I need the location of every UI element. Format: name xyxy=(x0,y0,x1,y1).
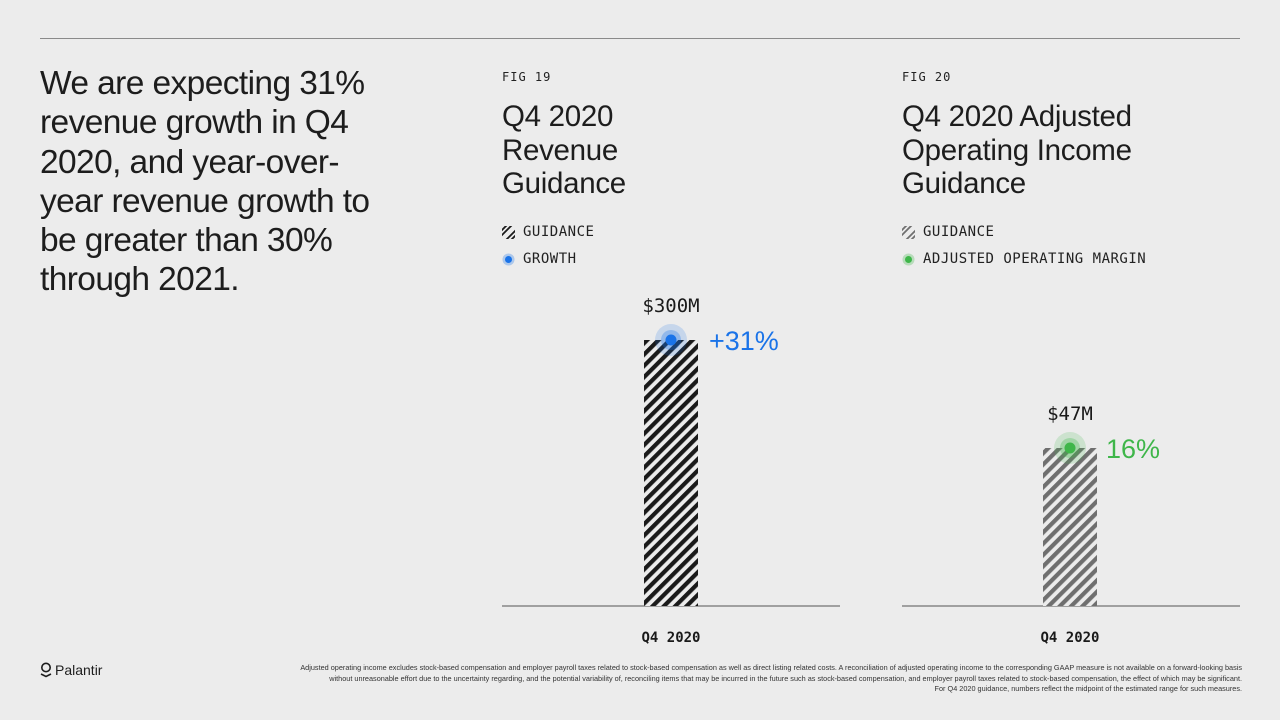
bar-guidance xyxy=(1043,448,1097,606)
fig20-header: FIG 20 Q4 2020 Adjusted Operating Income… xyxy=(902,70,1242,273)
fig20-title-line: Guidance xyxy=(902,167,1026,200)
logo-text: Palantir xyxy=(55,662,103,678)
marker-label: +31% xyxy=(709,326,779,356)
legend-item-margin: ADJUSTED OPERATING MARGIN xyxy=(902,246,1242,273)
legend-label: ADJUSTED OPERATING MARGIN xyxy=(923,251,1147,267)
fig19-title-line: Guidance xyxy=(502,167,626,200)
footnote-line: without unreasonable effort due to the u… xyxy=(329,673,1242,683)
top-divider xyxy=(40,38,1240,39)
bar-guidance xyxy=(644,340,698,606)
blue-dot-icon xyxy=(502,253,515,265)
legend-label: GUIDANCE xyxy=(923,224,995,240)
marker-label: 16% xyxy=(1106,434,1160,464)
legend-item-growth: GROWTH xyxy=(502,246,842,273)
footnote: Adjusted operating income excludes stock… xyxy=(120,663,1242,695)
fig20-label: FIG 20 xyxy=(902,70,952,84)
fig19-title: Q4 2020 Revenue Guidance xyxy=(502,100,842,201)
x-tick-label: Q4 2020 xyxy=(641,630,700,646)
fig19-title-line: Revenue xyxy=(502,133,618,167)
fig20-title-line: Operating Income xyxy=(902,133,1132,167)
bar-value-label: $47M xyxy=(1047,403,1093,425)
legend-item-guidance: GUIDANCE xyxy=(502,219,842,246)
hatched-square-icon xyxy=(502,225,515,239)
footnote-line: Adjusted operating income excludes stock… xyxy=(300,663,1242,672)
marker-point xyxy=(665,334,677,346)
legend-item-guidance: GUIDANCE xyxy=(902,219,1242,246)
legend-label: GUIDANCE xyxy=(523,224,595,240)
fig20-title: Q4 2020 Adjusted Operating Income Guidan… xyxy=(902,100,1242,201)
fig19-legend: GUIDANCE GROWTH xyxy=(502,219,842,273)
x-tick-label: Q4 2020 xyxy=(1040,630,1099,646)
fig19-title-line: Q4 2020 xyxy=(502,100,614,133)
hatched-square-icon xyxy=(902,225,915,239)
fig19-label: FIG 19 xyxy=(502,70,552,84)
fig20-legend: GUIDANCE ADJUSTED OPERATING MARGIN xyxy=(902,219,1242,273)
fig19-header: FIG 19 Q4 2020 Revenue Guidance GUIDANCE… xyxy=(502,70,842,273)
charts-canvas: $300M +31% Q4 2020 $47M 16% Q4 2020 xyxy=(502,295,1240,646)
palantir-logo: Palantir xyxy=(40,662,102,678)
footnote-line: For Q4 2020 guidance, numbers reflect th… xyxy=(934,684,1242,693)
green-dot-icon xyxy=(902,253,915,265)
headline: We are expecting 31% revenue growth in Q… xyxy=(40,65,370,299)
bar-value-label: $300M xyxy=(642,295,699,317)
marker-point xyxy=(1064,442,1076,454)
fig20-title-line: Q4 2020 Adjusted xyxy=(902,100,1132,133)
palantir-logo-icon xyxy=(40,662,52,678)
legend-label: GROWTH xyxy=(523,251,577,267)
